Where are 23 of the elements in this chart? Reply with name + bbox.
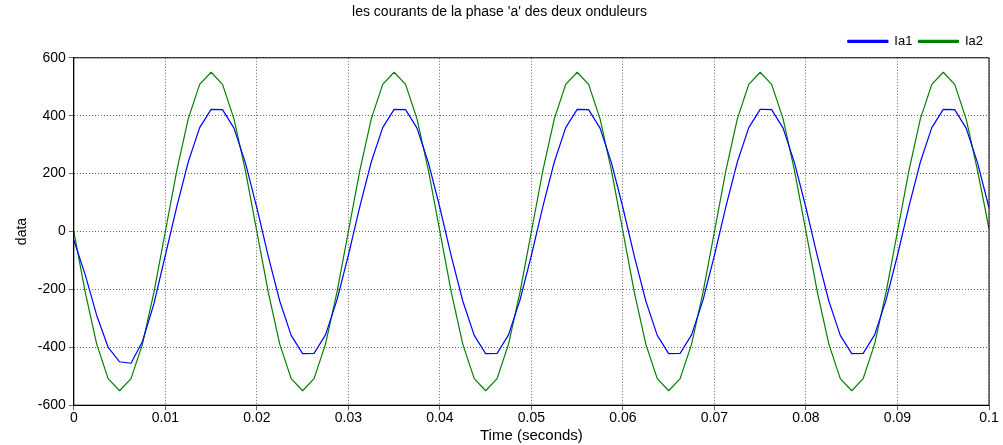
y-axis-title: data xyxy=(13,217,30,246)
legend-label: Ia1 xyxy=(894,32,913,48)
y-tick-label: 200 xyxy=(42,164,67,181)
y-tick-label: -200 xyxy=(37,280,67,297)
y-tick-label: 400 xyxy=(42,106,67,123)
x-axis-title: Time (seconds) xyxy=(480,426,583,444)
x-tick-label: 0.06 xyxy=(609,409,637,426)
x-tick-label: 0.01 xyxy=(151,409,180,426)
x-tick-label: 0.02 xyxy=(243,409,271,426)
x-tick-label: 0.07 xyxy=(700,409,729,426)
legend-label: Ia2 xyxy=(964,32,984,48)
x-tick-label: 0.04 xyxy=(426,409,454,426)
y-tick-label: -600 xyxy=(37,396,67,413)
y-tick-label: -400 xyxy=(37,338,67,355)
x-tick-label: 0.09 xyxy=(883,409,912,426)
chart-title: les courants de la phase 'a' des deux onduleurs xyxy=(352,3,647,20)
x-tick-label: 0.1 xyxy=(979,409,999,426)
x-tick-label: 0 xyxy=(69,409,78,426)
y-tick-label: 600 xyxy=(42,48,67,65)
x-tick-label: 0.08 xyxy=(792,409,820,426)
x-tick-label: 0.03 xyxy=(334,409,363,426)
x-tick-label: 0.05 xyxy=(517,409,546,426)
y-tick-label: 0 xyxy=(58,222,67,239)
